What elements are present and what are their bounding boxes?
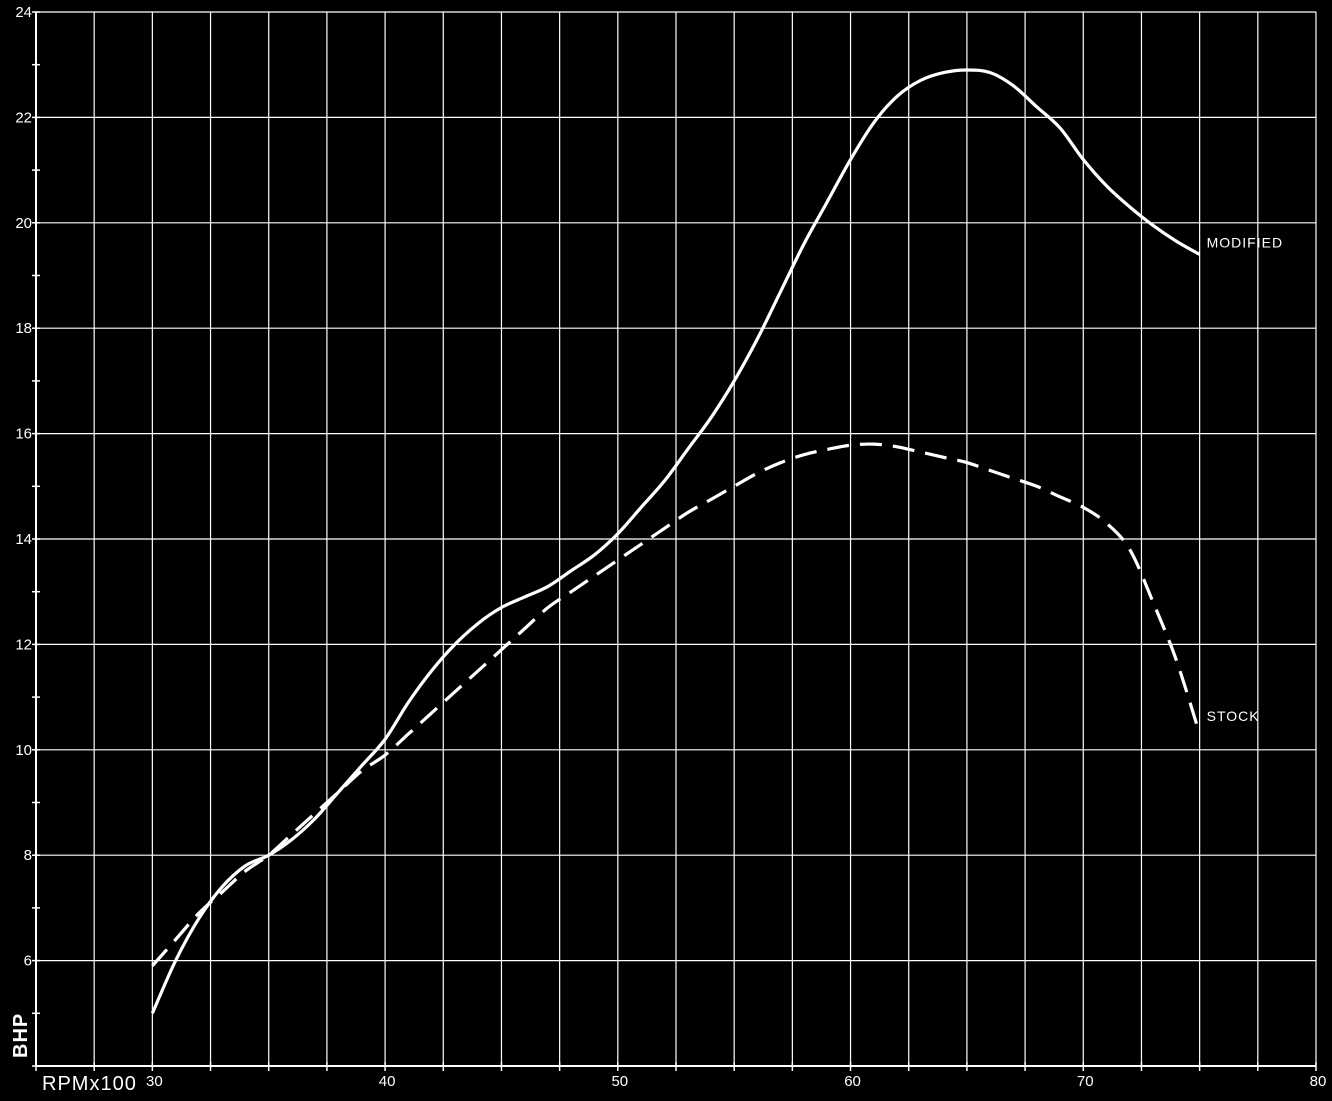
x-tick-label: 50 [611,1073,628,1090]
series-label-modified: MODIFIED [1207,234,1283,250]
x-tick-label: 40 [379,1073,396,1090]
x-tick-label: 30 [146,1073,163,1090]
y-tick-label: 6 [24,953,32,970]
grid [35,11,1317,1067]
y-tick-label: 22 [15,109,32,126]
y-tick-label: 10 [15,742,32,759]
series-label-stock: STOCK [1207,708,1260,724]
x-tick-label: 70 [1077,1073,1094,1090]
y-tick-label: 20 [15,215,32,232]
y-tick-label: 18 [15,320,32,337]
labels: RPMx100 BHP MODIFIED STOCK [10,234,1283,1095]
x-tick-label: 80 [1310,1073,1327,1090]
x-axis-title: RPMx100 [42,1073,137,1095]
y-tick-label: 16 [15,426,32,443]
y-tick-label: 8 [24,847,32,864]
y-tick-label: 14 [15,531,32,548]
y-axis-title: BHP [10,1013,32,1058]
y-tick-label: 24 [15,4,32,21]
axes: 6 8 10 12 14 16 18 20 22 24 30 40 50 60 70 80 [15,4,1326,1090]
series-line-modified [150,68,1201,1014]
series-lines [150,68,1202,1014]
x-tick-label: 60 [844,1073,861,1090]
y-tick-label: 12 [15,636,32,653]
series-line-stock [151,442,1202,967]
